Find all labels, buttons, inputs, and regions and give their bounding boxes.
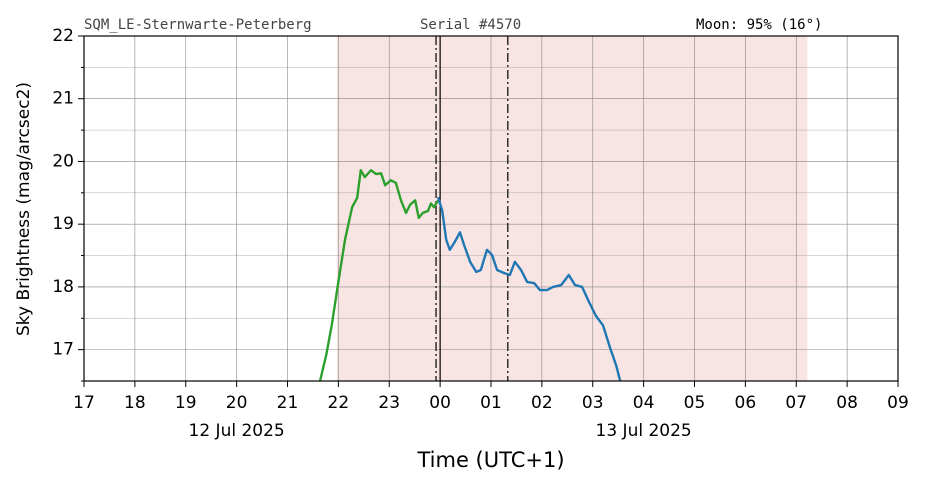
plot-frame: [83, 35, 899, 382]
x-tick-label: 02: [531, 393, 553, 413]
x-tick-label: 00: [429, 393, 451, 413]
x-tick-label: 01: [480, 393, 502, 413]
x-tick-label: 20: [226, 393, 248, 413]
night-span: [336, 36, 808, 381]
x-tick-label: 19: [175, 393, 197, 413]
x-axis-label: Time (UTC+1): [416, 448, 564, 472]
x-tick-label: 18: [124, 393, 146, 413]
x-tick-label: 06: [735, 393, 757, 413]
y-tick-label: 21: [52, 89, 74, 109]
site-name: SQM_LE-Sternwarte-Peterberg: [84, 17, 312, 33]
date-label: 12 Jul 2025: [189, 421, 285, 441]
brightness-line: [436, 196, 622, 382]
brightness-line: [318, 169, 440, 382]
x-tick-label: 17: [73, 393, 95, 413]
y-tick-label: 19: [52, 214, 74, 234]
x-tick-label: 03: [582, 393, 604, 413]
serial: Serial #4570: [420, 17, 521, 33]
y-axis-label: Sky Brightness (mag/arcsec2): [14, 82, 34, 336]
x-tick-label: 22: [328, 393, 350, 413]
x-tick-label: 05: [684, 393, 706, 413]
x-tick-label: 08: [836, 393, 858, 413]
y-tick-label: 17: [52, 340, 74, 360]
moon-info: Moon: 95% (16°): [696, 17, 822, 33]
x-tick-label: 23: [378, 393, 400, 413]
x-tick-label: 04: [633, 393, 655, 413]
x-tick-label: 09: [887, 393, 909, 413]
x-tick-label: 21: [277, 393, 299, 413]
y-tick-label: 22: [52, 26, 74, 46]
date-label: 13 Jul 2025: [596, 421, 692, 441]
y-tick-label: 18: [52, 277, 74, 297]
y-tick-label: 20: [52, 151, 74, 171]
x-tick-label: 07: [785, 393, 807, 413]
